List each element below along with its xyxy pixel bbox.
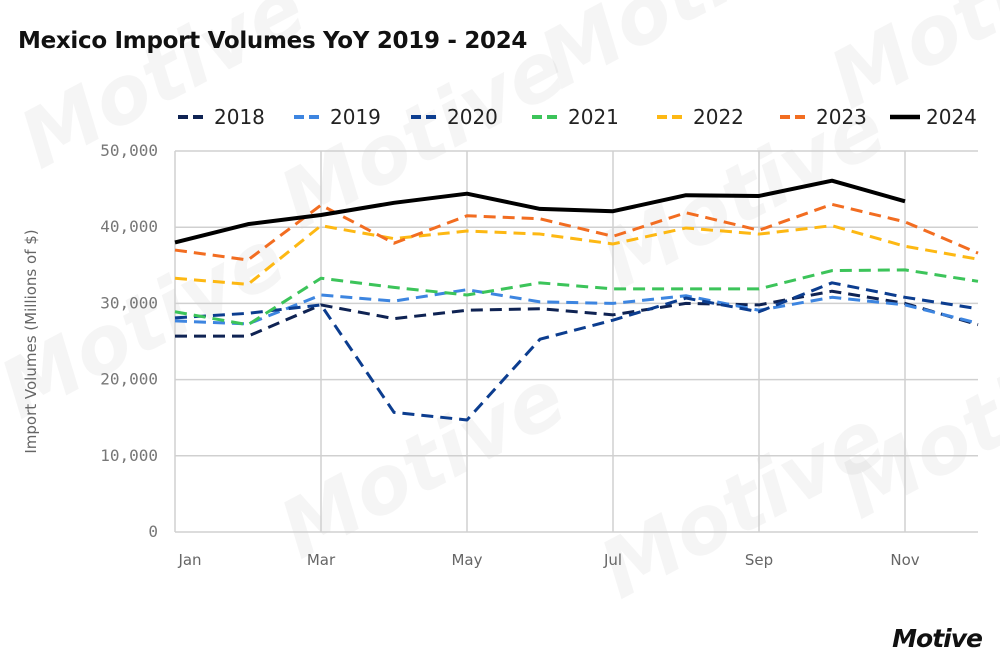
y-tick-label: 30,000 bbox=[100, 293, 158, 312]
legend-label-2021: 2021 bbox=[568, 105, 619, 129]
x-tick-label: Mar bbox=[307, 551, 336, 569]
x-tick-label: Sep bbox=[745, 551, 773, 569]
chart-title: Mexico Import Volumes YoY 2019 - 2024 bbox=[18, 28, 528, 54]
series-line-2019 bbox=[174, 288, 979, 326]
legend-label-2018: 2018 bbox=[214, 105, 265, 129]
y-tick-label: 40,000 bbox=[100, 217, 158, 236]
legend-label-2019: 2019 bbox=[330, 105, 381, 129]
watermark: Motive bbox=[525, 0, 839, 107]
x-tick-label: Nov bbox=[890, 551, 919, 569]
watermark: Motive bbox=[265, 351, 579, 577]
legend-label-2022: 2022 bbox=[693, 105, 744, 129]
series-line-2021 bbox=[174, 268, 979, 327]
x-tick-label: Jul bbox=[603, 551, 622, 569]
watermark: Motive bbox=[0, 211, 300, 437]
y-tick-label: 0 bbox=[148, 522, 158, 541]
x-tick-label: May bbox=[451, 551, 482, 569]
y-tick-label: 20,000 bbox=[100, 370, 158, 389]
y-axis-label: Import Volumes (Millions of $) bbox=[22, 229, 40, 453]
y-tick-label: 10,000 bbox=[100, 446, 158, 465]
legend-label-2023: 2023 bbox=[816, 105, 867, 129]
series-line-2020 bbox=[174, 281, 979, 422]
legend-label-2020: 2020 bbox=[447, 105, 498, 129]
series-line-2022 bbox=[174, 224, 979, 286]
motive-logo: Motive bbox=[892, 624, 983, 653]
legend-label-2024: 2024 bbox=[926, 105, 977, 129]
x-tick-label: Jan bbox=[177, 551, 201, 569]
y-tick-label: 50,000 bbox=[100, 141, 158, 160]
series-line-2018 bbox=[175, 289, 979, 338]
